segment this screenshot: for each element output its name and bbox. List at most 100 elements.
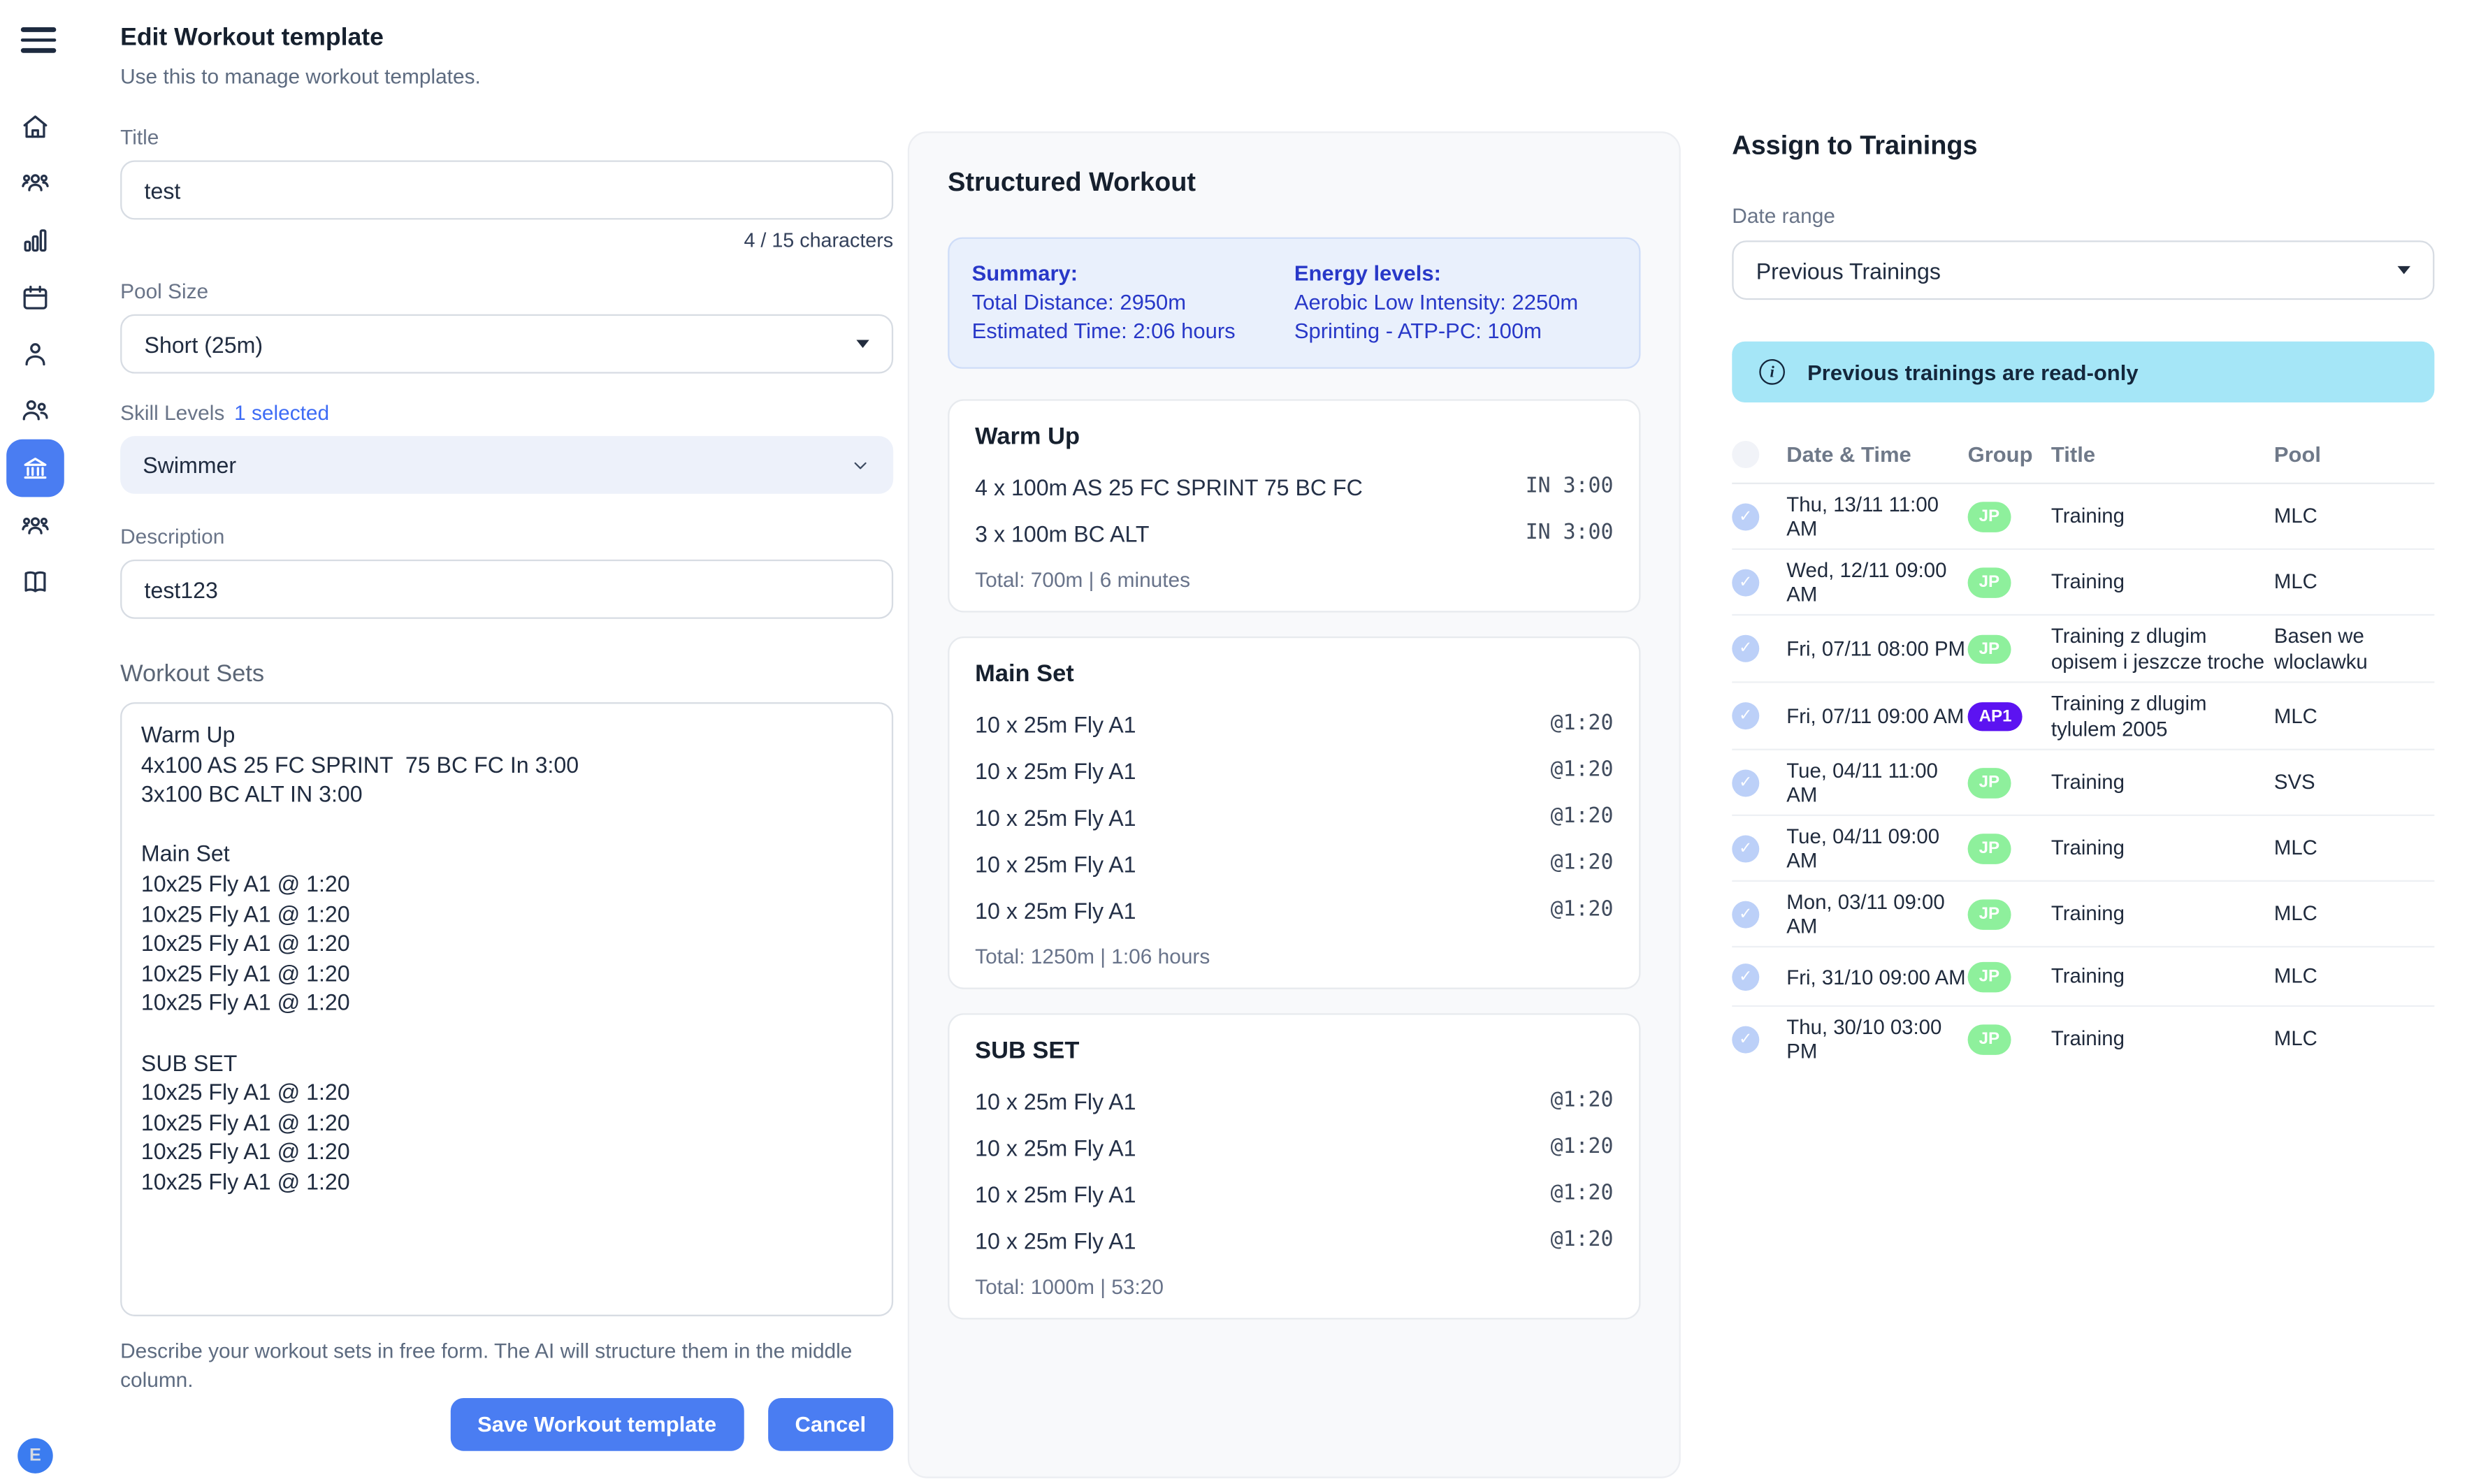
read-only-banner-text: Previous trainings are read-only (1807, 360, 2139, 384)
dropdown-arrow-icon (2397, 265, 2410, 275)
training-title: Training z dlugim opisem i jeszcze troch… (2050, 623, 2265, 673)
training-row[interactable]: ✓ Tue, 04/11 09:00 AM JP Training MLC (1732, 816, 2435, 882)
summary-heading: Summary: (971, 261, 1078, 286)
exercise-row: 10 x 25m Fly A1 @1:20 (975, 794, 1613, 841)
workout-sets-label: Workout Sets (120, 660, 265, 688)
energy-levels-heading: Energy levels: (1294, 261, 1441, 286)
selected-check-icon[interactable]: ✓ (1732, 568, 1760, 596)
sidebar-item-team[interactable] (20, 167, 52, 199)
skill-levels-select[interactable]: Swimmer (120, 436, 894, 494)
selected-check-icon[interactable]: ✓ (1732, 834, 1760, 862)
club-icon (24, 458, 47, 479)
section-total: Total: 700m | 6 minutes (975, 567, 1191, 592)
training-pool: Basen we wloclawku (2273, 623, 2368, 673)
sidebar: E (0, 0, 71, 1484)
workout-section-card: SUB SET 10 x 25m Fly A1 @1:20 10 x 25m F… (948, 1013, 1641, 1320)
form-actions: Save Workout template Cancel (120, 1397, 894, 1451)
energy-sprinting: Sprinting - ATP-PC: 100m (1294, 319, 1542, 344)
training-title: Training (2050, 901, 2125, 926)
exercise-interval: @1:20 (1550, 1135, 1614, 1160)
exercise-row: 10 x 25m Fly A1 @1:20 (975, 747, 1613, 794)
sidebar-item-members[interactable] (20, 394, 52, 426)
training-date: Mon, 03/11 09:00 AM (1786, 889, 1945, 938)
group-badge: AP1 (1967, 701, 2023, 732)
menu-icon[interactable] (20, 27, 57, 53)
selected-check-icon[interactable]: ✓ (1732, 634, 1760, 662)
training-date: Fri, 31/10 09:00 AM (1786, 964, 1966, 989)
training-title: Training (2050, 504, 2125, 528)
sidebar-item-calendar[interactable] (20, 282, 52, 314)
exercise-interval: @1:20 (1550, 898, 1614, 922)
section-total: Total: 1250m | 1:06 hours (975, 944, 1210, 968)
cancel-button[interactable]: Cancel (767, 1397, 894, 1451)
exercise-text: 10 x 25m Fly A1 (975, 711, 1136, 737)
section-rows: 10 x 25m Fly A1 @1:20 10 x 25m Fly A1 @1… (975, 1077, 1613, 1263)
training-title: Training (2050, 770, 2125, 794)
training-date: Fri, 07/11 08:00 PM (1786, 636, 1966, 661)
training-row[interactable]: ✓ Tue, 04/11 11:00 AM JP Training SVS (1732, 750, 2435, 817)
training-row[interactable]: ✓ Fri, 31/10 09:00 AM JP Training MLC (1732, 947, 2435, 1007)
sidebar-item-library[interactable] (20, 566, 52, 598)
sidebar-item-home[interactable] (20, 110, 52, 143)
select-all-checkbox[interactable] (1732, 441, 1760, 469)
home-icon (23, 115, 48, 138)
exercise-interval: IN 3:00 (1525, 521, 1614, 546)
training-row[interactable]: ✓ Fri, 07/11 09:00 AM AP1 Training z dlu… (1732, 683, 2435, 750)
training-row[interactable]: ✓ Mon, 03/11 09:00 AM JP Training MLC (1732, 882, 2435, 948)
selected-check-icon[interactable]: ✓ (1732, 1025, 1760, 1053)
sidebar-item-profile[interactable] (20, 338, 52, 370)
selected-check-icon[interactable]: ✓ (1732, 502, 1760, 530)
training-pool: MLC (2273, 1026, 2317, 1051)
col-group: Group (1967, 442, 2033, 467)
exercise-text: 10 x 25m Fly A1 (975, 1181, 1136, 1207)
selected-check-icon[interactable]: ✓ (1732, 769, 1760, 796)
date-range-label: Date range (1732, 203, 1835, 228)
workout-sets-textarea[interactable]: Warm Up 4x100 AS 25 FC SPRINT 75 BC FC I… (120, 702, 894, 1316)
exercise-row: 10 x 25m Fly A1 @1:20 (975, 1217, 1613, 1264)
training-row[interactable]: ✓ Fri, 07/11 08:00 PM JP Training z dlug… (1732, 616, 2435, 683)
title-char-counter: 4 / 15 characters (744, 229, 894, 252)
section-rows: 4 x 100m AS 25 FC SPRINT 75 BC FC IN 3:0… (975, 463, 1613, 556)
section-name: Main Set (975, 660, 1074, 688)
page-title: Edit Workout template (120, 24, 384, 52)
description-input[interactable] (120, 559, 894, 619)
pool-size-select[interactable]: Short (25m) (120, 314, 894, 374)
training-date: Fri, 07/11 09:00 AM (1786, 704, 1965, 728)
training-title: Training (2050, 963, 2125, 989)
title-input[interactable] (120, 160, 894, 220)
training-date: Tue, 04/11 11:00 AM (1786, 758, 1938, 807)
date-range-select[interactable]: Previous Trainings (1732, 240, 2435, 300)
section-rows: 10 x 25m Fly A1 @1:20 10 x 25m Fly A1 @1… (975, 701, 1613, 933)
group-badge: JP (1967, 962, 2011, 992)
col-date-time: Date & Time (1786, 442, 1911, 467)
page-subtitle: Use this to manage workout templates. (120, 64, 481, 89)
summary-total-distance: Total Distance: 2950m (971, 290, 1187, 314)
description-label: Description (120, 524, 225, 548)
training-row[interactable]: ✓ Wed, 12/11 09:00 AM JP Training MLC (1732, 550, 2435, 616)
sidebar-item-club-active[interactable] (6, 439, 64, 497)
selected-check-icon[interactable]: ✓ (1732, 702, 1760, 730)
exercise-interval: @1:20 (1550, 758, 1614, 783)
structured-workout-panel: Structured Workout Summary: Total Distan… (907, 131, 1681, 1478)
skill-levels-value: Swimmer (143, 452, 237, 478)
training-row[interactable]: ✓ Thu, 13/11 11:00 AM JP Training MLC (1732, 484, 2435, 551)
sidebar-item-stats[interactable] (20, 224, 52, 256)
sidebar-item-groups[interactable] (20, 510, 52, 542)
exercise-interval: @1:20 (1550, 1089, 1614, 1113)
training-title: Training z dlugim tylulem 2005 (2050, 691, 2207, 741)
summary-column: Summary: Total Distance: 2950m Estimated… (972, 260, 1294, 347)
training-row[interactable]: ✓ Thu, 30/10 03:00 PM JP Training MLC (1732, 1007, 2434, 1071)
training-pool: MLC (2273, 901, 2317, 926)
user-avatar[interactable]: E (17, 1438, 53, 1474)
training-date: Thu, 13/11 11:00 AM (1786, 492, 1939, 541)
pool-size-value: Short (25m) (144, 330, 263, 357)
training-title: Training (2050, 836, 2125, 860)
selected-check-icon[interactable]: ✓ (1732, 962, 1760, 990)
save-workout-template-button[interactable]: Save Workout template (450, 1397, 744, 1451)
selected-check-icon[interactable]: ✓ (1732, 900, 1760, 928)
exercise-row: 10 x 25m Fly A1 @1:20 (975, 701, 1613, 748)
exercise-row: 10 x 25m Fly A1 @1:20 (975, 1077, 1613, 1124)
skill-levels-label: Skill Levels 1 selected (120, 400, 330, 425)
group-badge: JP (1967, 899, 2011, 930)
read-only-banner: i Previous trainings are read-only (1732, 341, 2435, 402)
